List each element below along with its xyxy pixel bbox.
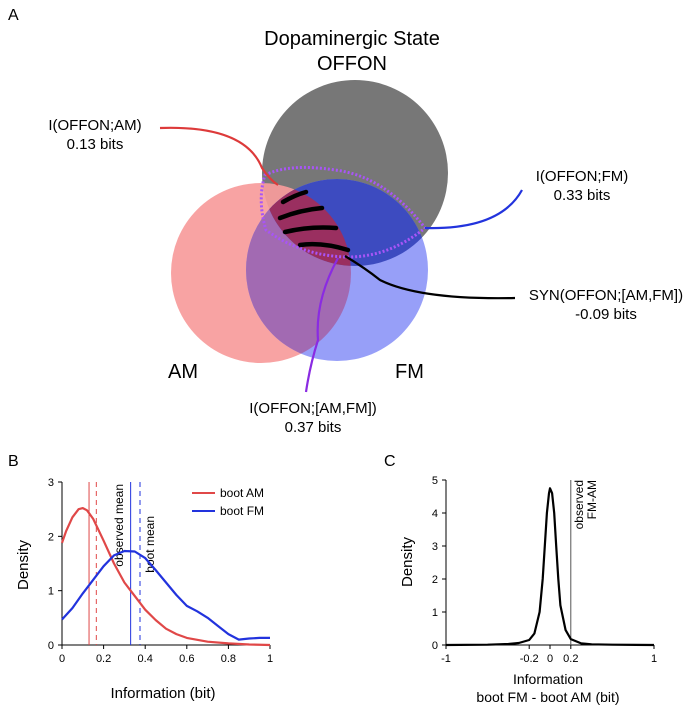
chart-c: Density Information boot FM - boot AM (b… [399, 475, 657, 705]
c-ytick-5: 5 [432, 475, 438, 487]
fm-label: FM [395, 361, 424, 383]
c-xlabel-line2: boot FM - boot AM (bit) [476, 689, 619, 705]
c-ytick-3: 3 [432, 541, 438, 553]
b-series-boot-am [60, 507, 271, 647]
panel-c-letter: C [384, 453, 396, 470]
joint-label: I(OFFON;[AM,FM]) [249, 400, 376, 417]
c-xtick-2: 0 [547, 653, 553, 665]
mi-fm-connector [424, 189, 523, 230]
c-annotation-fm-am: FM-AM [585, 480, 599, 519]
b-legend: boot AM boot FM [192, 486, 264, 518]
b-ylabel: Density [15, 539, 32, 590]
chart-b: Density Information (bit) observed mean … [15, 477, 273, 702]
mi-fm-value: 0.33 bits [554, 187, 611, 204]
venn-diagram [171, 80, 448, 363]
synergy-hatching [277, 189, 351, 253]
b-xtick-0: 0 [59, 653, 65, 665]
mi-am-value: 0.13 bits [67, 136, 124, 153]
syn-connector [344, 255, 516, 300]
b-legend-fm: boot FM [220, 504, 264, 518]
syn-value: -0.09 bits [575, 306, 637, 323]
c-xtick-4: 1 [651, 653, 657, 665]
c-ytick-2: 2 [432, 574, 438, 586]
joint-connector [304, 257, 339, 393]
panel-b-letter: B [8, 453, 19, 470]
mi-am-label: I(OFFON;AM) [48, 117, 141, 134]
syn-label: SYN(OFFON;[AM,FM]) [529, 287, 683, 304]
b-xtick-4: 0.8 [221, 653, 236, 665]
b-series-boot-fm [61, 549, 270, 641]
c-xtick-1: -0.2 [520, 653, 539, 665]
b-xtick-1: 0.2 [96, 653, 111, 665]
venn-state-title: Dopaminergic State [264, 28, 440, 50]
b-xlabel: Information (bit) [110, 685, 215, 702]
c-series-difference [445, 487, 655, 647]
c-ytick-4: 4 [432, 508, 438, 520]
b-legend-am: boot AM [220, 486, 264, 500]
b-xtick-2: 0.4 [138, 653, 153, 665]
c-xtick-3: 0.2 [563, 653, 578, 665]
c-ytick-1: 1 [432, 607, 438, 619]
b-annotation-observed-mean: observed mean [112, 484, 126, 567]
joint-value: 0.37 bits [285, 419, 342, 436]
mi-fm-label: I(OFFON;FM) [536, 168, 628, 185]
b-ytick-2: 2 [48, 531, 54, 543]
c-xtick-0: -1 [441, 653, 451, 665]
venn-state-subtitle: OFFON [317, 53, 387, 75]
joint-info-outline [259, 165, 428, 259]
mi-am-connector [159, 126, 279, 186]
c-annotation-observed: observed [572, 480, 586, 529]
b-ytick-3: 3 [48, 477, 54, 489]
c-xlabel-line1: Information [513, 671, 583, 687]
c-ylabel: Density [399, 536, 416, 587]
b-xtick-5: 1 [267, 653, 273, 665]
c-ytick-0: 0 [432, 640, 438, 652]
b-xtick-3: 0.6 [179, 653, 194, 665]
b-ytick-1: 1 [48, 586, 54, 598]
panel-a-letter: A [8, 7, 19, 24]
am-label: AM [168, 361, 198, 383]
b-ytick-0: 0 [48, 640, 54, 652]
triple-overlap [262, 183, 351, 266]
